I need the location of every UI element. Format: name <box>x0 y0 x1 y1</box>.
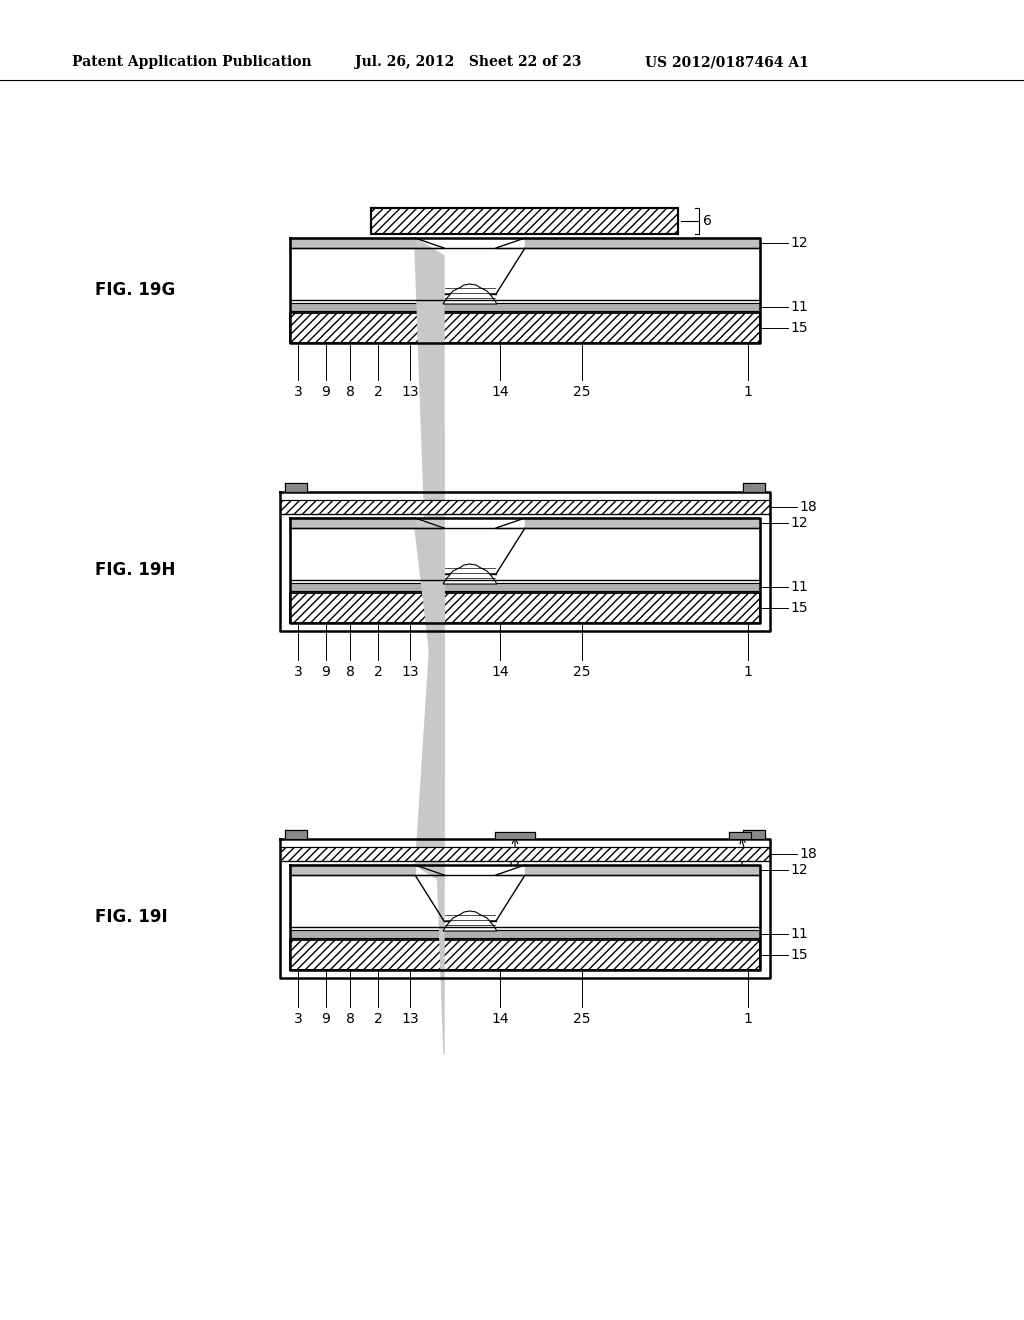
Text: 3: 3 <box>294 385 302 399</box>
Text: 13: 13 <box>401 385 419 399</box>
Polygon shape <box>525 238 760 248</box>
Text: 11: 11 <box>790 927 808 941</box>
Polygon shape <box>729 832 751 840</box>
Text: 25: 25 <box>573 385 591 399</box>
Text: 15: 15 <box>790 601 808 615</box>
Text: 2: 2 <box>374 1012 382 1026</box>
Bar <box>290 940 760 970</box>
Bar <box>290 583 760 591</box>
Text: US 2012/0187464 A1: US 2012/0187464 A1 <box>645 55 809 69</box>
Bar <box>290 248 760 300</box>
Bar <box>371 209 678 234</box>
Polygon shape <box>443 284 497 304</box>
Text: 13: 13 <box>401 665 419 678</box>
Text: 2: 2 <box>374 385 382 399</box>
Text: 1: 1 <box>743 385 753 399</box>
Text: 8: 8 <box>345 665 354 678</box>
Polygon shape <box>290 865 415 875</box>
Bar <box>290 528 760 579</box>
Polygon shape <box>443 564 497 583</box>
Bar <box>280 847 770 861</box>
Text: Patent Application Publication: Patent Application Publication <box>72 55 311 69</box>
Text: 14: 14 <box>492 385 509 399</box>
Text: 18: 18 <box>799 847 817 861</box>
Polygon shape <box>290 238 415 248</box>
Text: 15: 15 <box>790 321 808 335</box>
Polygon shape <box>415 865 444 875</box>
Polygon shape <box>290 517 415 528</box>
Text: 25: 25 <box>573 1012 591 1026</box>
Polygon shape <box>290 426 444 883</box>
Polygon shape <box>415 248 525 294</box>
Bar <box>290 931 760 939</box>
Polygon shape <box>415 517 444 528</box>
Text: 7: 7 <box>738 855 746 869</box>
Text: 12: 12 <box>790 516 808 531</box>
Text: 11: 11 <box>790 579 808 594</box>
Polygon shape <box>285 830 307 840</box>
Text: 14: 14 <box>492 665 509 678</box>
Text: 6: 6 <box>703 214 712 228</box>
Text: 9: 9 <box>322 385 331 399</box>
Text: 9: 9 <box>322 665 331 678</box>
Polygon shape <box>743 830 765 840</box>
Polygon shape <box>743 483 765 492</box>
Polygon shape <box>496 517 525 528</box>
Bar <box>290 313 760 343</box>
Polygon shape <box>290 517 444 774</box>
Text: 9: 9 <box>322 1012 331 1026</box>
Text: 12: 12 <box>790 236 808 249</box>
Text: 3: 3 <box>294 665 302 678</box>
Polygon shape <box>496 238 525 248</box>
Polygon shape <box>495 832 535 840</box>
Text: 18: 18 <box>799 500 817 513</box>
Text: Jul. 26, 2012   Sheet 22 of 23: Jul. 26, 2012 Sheet 22 of 23 <box>355 55 582 69</box>
Bar <box>290 875 760 927</box>
Polygon shape <box>415 875 525 921</box>
Polygon shape <box>525 517 760 528</box>
Polygon shape <box>285 483 307 492</box>
Text: FIG. 19G: FIG. 19G <box>95 281 175 300</box>
Polygon shape <box>415 528 525 574</box>
Text: 3: 3 <box>294 1012 302 1026</box>
Text: 25: 25 <box>573 665 591 678</box>
Bar <box>280 500 770 513</box>
Polygon shape <box>443 911 497 931</box>
Text: 13: 13 <box>401 1012 419 1026</box>
Text: FIG. 19I: FIG. 19I <box>95 908 168 927</box>
Text: 11: 11 <box>790 300 808 314</box>
Polygon shape <box>525 865 760 875</box>
Polygon shape <box>496 865 525 875</box>
Text: 8: 8 <box>345 385 354 399</box>
Polygon shape <box>290 238 444 1053</box>
Bar <box>290 304 760 312</box>
Text: 1: 1 <box>743 665 753 678</box>
Text: FIG. 19H: FIG. 19H <box>95 561 175 579</box>
Text: 14: 14 <box>492 1012 509 1026</box>
Text: 2: 2 <box>374 665 382 678</box>
Polygon shape <box>415 238 444 248</box>
Text: 12: 12 <box>790 863 808 876</box>
Text: 8: 8 <box>345 1012 354 1026</box>
Text: 15: 15 <box>790 948 808 962</box>
Text: 17: 17 <box>507 855 523 869</box>
Text: 1: 1 <box>743 1012 753 1026</box>
Bar <box>290 593 760 623</box>
